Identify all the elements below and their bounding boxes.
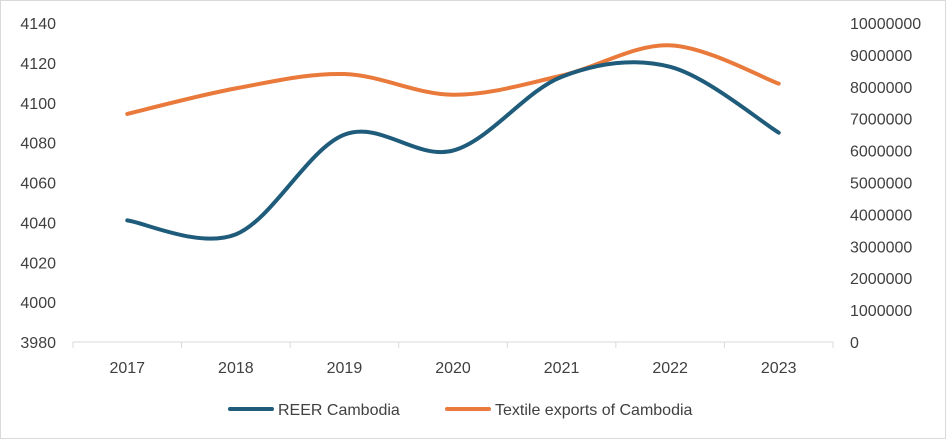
y-right-tick-label: 7000000 — [850, 112, 912, 129]
y-right-tick-label: 2000000 — [850, 271, 912, 288]
y-left-tick-label: 3980 — [20, 335, 56, 352]
legend-label-textile-exports: Textile exports of Cambodia — [495, 402, 693, 419]
y-left-tick-label: 4020 — [20, 255, 56, 272]
y-left-tick-label: 4060 — [20, 176, 56, 193]
x-tick-label: 2018 — [218, 360, 254, 377]
y-right-tick-label: 6000000 — [850, 144, 912, 161]
series-line-reer-cambodia — [125, 60, 781, 241]
y-right-tick-label: 1000000 — [850, 303, 912, 320]
y-right-tick-label: 5000000 — [850, 176, 912, 193]
y-left-tick-label: 4080 — [20, 136, 56, 153]
y-left-tick-label: 4000 — [20, 295, 56, 312]
x-tick-label: 2021 — [544, 360, 580, 377]
legend-label-reer-cambodia: REER Cambodia — [278, 402, 400, 419]
y-right-tick-label: 9000000 — [850, 48, 912, 65]
series-line-textile-exports — [125, 43, 781, 116]
y-right-tick-label: 8000000 — [850, 80, 912, 97]
y-right-tick-label: 10000000 — [850, 16, 921, 33]
x-tick-label: 2017 — [109, 360, 145, 377]
y-left-tick-label: 4140 — [20, 16, 56, 33]
y-right-tick-label: 4000000 — [850, 207, 912, 224]
x-tick-label: 2019 — [327, 360, 363, 377]
y-left-tick-label: 4120 — [20, 56, 56, 73]
y-right-tick-label: 3000000 — [850, 239, 912, 256]
y-right-tick-label: 0 — [850, 335, 859, 352]
y-left-tick-label: 4040 — [20, 215, 56, 232]
y-left-tick-label: 4100 — [20, 96, 56, 113]
x-tick-label: 2023 — [761, 360, 797, 377]
x-tick-label: 2020 — [435, 360, 471, 377]
x-tick-label: 2022 — [652, 360, 688, 377]
